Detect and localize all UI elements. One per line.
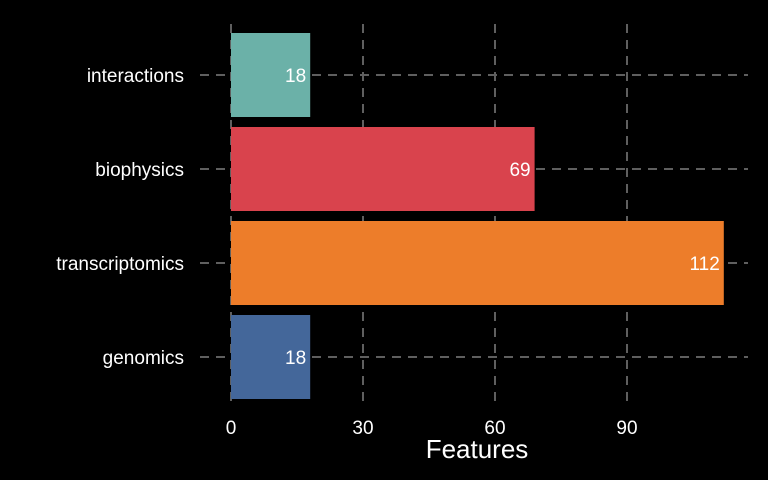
x-tick-label-90: 90 (616, 418, 637, 439)
value-label-interactions: 18 (285, 66, 306, 87)
bar-interactions (231, 33, 311, 117)
category-label-biophysics: biophysics (95, 160, 184, 181)
label-layer: interactions 18 biophysics 69 transcriptomic… (56, 66, 720, 369)
value-label-transcriptomics: 112 (690, 254, 720, 275)
bar-genomics (231, 315, 311, 399)
x-tick-label-60: 60 (484, 418, 505, 439)
value-label-genomics: 18 (285, 348, 306, 369)
x-axis-title: Features (426, 434, 529, 464)
category-label-interactions: interactions (87, 66, 184, 87)
bar-biophysics (231, 127, 535, 211)
category-label-genomics: genomics (103, 348, 184, 369)
x-tick-label-0: 0 (226, 418, 237, 439)
x-tick-label-30: 30 (352, 418, 373, 439)
category-label-transcriptomics: transcriptomics (56, 254, 184, 275)
value-label-biophysics: 69 (509, 160, 530, 181)
bar-layer (231, 33, 724, 399)
x-axis: 0 30 60 90 (226, 418, 638, 439)
bar-transcriptomics (231, 221, 724, 305)
